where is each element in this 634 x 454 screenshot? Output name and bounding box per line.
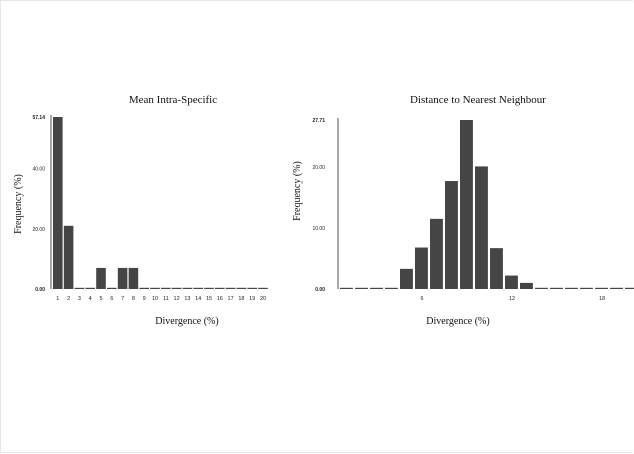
- chart1-bar: [400, 268, 413, 289]
- chart0-x-tick-label: 19: [249, 296, 255, 302]
- chart0-x-tick-label: 9: [143, 296, 146, 302]
- chart1-x-tick-label: 18: [599, 296, 605, 302]
- chart0-bar: [96, 267, 106, 289]
- chart0-x-tick-label: 8: [132, 296, 135, 302]
- chart0-bar: [215, 287, 225, 289]
- chart0-bar: [161, 287, 171, 289]
- chart1-bar: [625, 287, 634, 289]
- chart1-bar: [460, 120, 473, 289]
- chart1-y-tick-label: 20.00: [312, 165, 325, 171]
- chart0-x-tick-label: 14: [195, 296, 201, 302]
- chart0-x-tick-label: 1: [56, 296, 59, 302]
- chart1-bar: [535, 287, 548, 289]
- chart0-bar: [236, 287, 247, 289]
- chart0-x-tick-label: 4: [89, 296, 92, 302]
- chart1-bar: [340, 287, 353, 289]
- chart1-bar: [430, 218, 443, 289]
- chart1-bar: [445, 181, 458, 289]
- chart1-bar: [415, 247, 428, 289]
- chart0-bar: [53, 117, 63, 289]
- chart1-bar: [520, 282, 533, 289]
- chart1-bar: [490, 248, 503, 289]
- chart1-y-axis-label: Frequency (%): [292, 161, 303, 221]
- chart0-x-tick-label: 13: [184, 296, 190, 302]
- chart0-bar: [204, 287, 214, 289]
- chart0-x-tick-label: 15: [206, 296, 212, 302]
- chart0-x-tick-label: 6: [110, 296, 113, 302]
- chart0-bar: [150, 287, 160, 289]
- chart1-bar: [505, 275, 518, 289]
- chart0-y-tick-label: 40.00: [32, 167, 45, 173]
- chart1-y-tick-label: 10.00: [312, 226, 325, 232]
- chart0-bar: [85, 287, 95, 289]
- chart0-x-tick-label: 20: [260, 296, 266, 302]
- chart0-y-tick-label: 57.14: [32, 115, 45, 121]
- chart0-x-tick-label: 12: [174, 296, 180, 302]
- chart0-bar: [107, 287, 117, 289]
- chart0-bar: [74, 287, 85, 289]
- chart0-x-tick-label: 3: [78, 296, 81, 302]
- chart1-bar: [580, 287, 593, 289]
- chart0-x-tick-label: 7: [121, 296, 124, 302]
- chart0-title: Mean Intra-Specific: [129, 94, 217, 106]
- chart0-bar: [258, 287, 268, 289]
- chart0-x-tick-label: 11: [163, 296, 169, 302]
- chart0-bar: [247, 287, 257, 289]
- chart1-title: Distance to Nearest Neighbour: [410, 94, 546, 106]
- chart0-bar: [171, 287, 182, 289]
- chart1-bar: [355, 287, 368, 289]
- chart0-x-axis-label: Divergence (%): [155, 316, 218, 327]
- chart1-x-axis-label: Divergence (%): [426, 316, 489, 327]
- chart0-x-tick-label: 18: [238, 296, 244, 302]
- chart1-x-tick-label: 12: [509, 296, 515, 302]
- chart0-bar: [139, 287, 149, 289]
- chart1-bar: [610, 287, 623, 289]
- chart1-bar: [385, 287, 398, 289]
- chart0-y-tick-label: 0.00: [35, 287, 45, 293]
- chart0-y-tick-label: 20.00: [32, 227, 45, 233]
- chart0-x-tick-label: 17: [228, 296, 234, 302]
- chart1-bar: [370, 287, 383, 289]
- chart0-bar: [182, 287, 193, 289]
- chart0-x-tick-label: 10: [152, 296, 158, 302]
- chart1-x-tick-label: 6: [421, 296, 424, 302]
- chart0-x-tick-label: 5: [99, 296, 102, 302]
- chart1-bar: [565, 287, 578, 289]
- chart1-bar: [550, 287, 563, 289]
- chart0-x-tick-label: 16: [217, 296, 223, 302]
- chart1-bar: [595, 287, 608, 289]
- chart0-y-axis-label: Frequency (%): [13, 174, 24, 234]
- chart0-bar: [128, 267, 139, 289]
- chart1-bar: [475, 166, 488, 289]
- chart0-bar: [193, 287, 203, 289]
- chart1-y-tick-label: 27.71: [312, 118, 325, 124]
- chart0-x-tick-label: 2: [67, 296, 70, 302]
- chart0-bar: [63, 225, 74, 289]
- chart0-bar: [225, 287, 236, 289]
- chart1-y-tick-label: 0.00: [315, 287, 325, 293]
- chart0-bar: [117, 267, 128, 289]
